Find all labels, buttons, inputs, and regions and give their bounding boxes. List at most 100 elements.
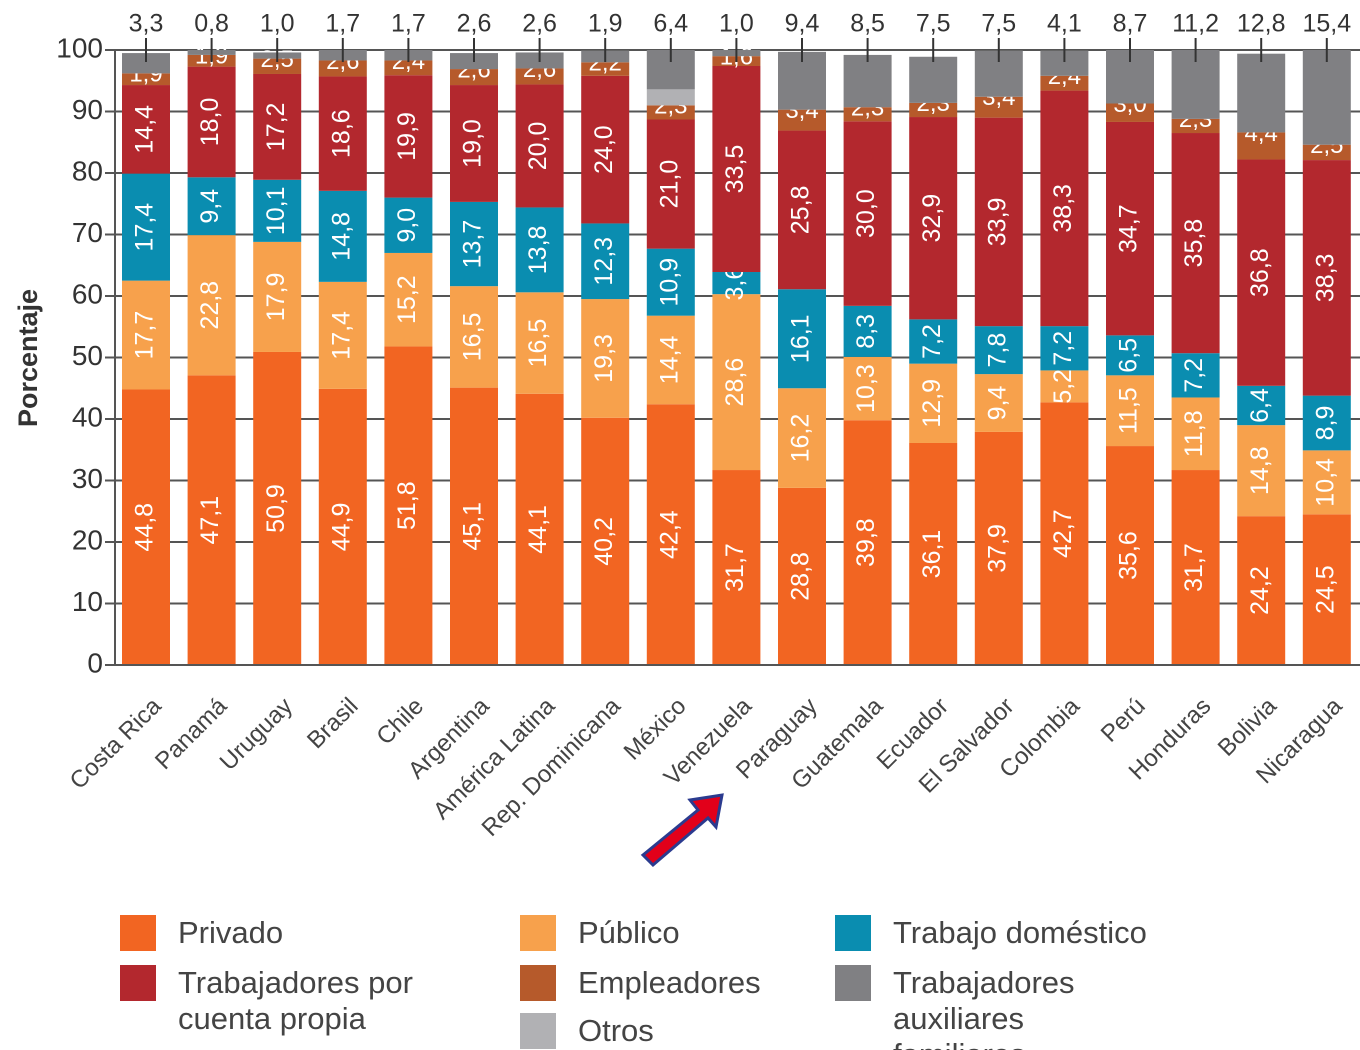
bar-segment: [1302, 450, 1351, 515]
y-tick-label: 40: [72, 401, 103, 432]
y-tick-label: 50: [72, 340, 103, 371]
top-label: 12,8: [1237, 10, 1286, 38]
bar-segment: [1040, 370, 1089, 403]
value-label: 12,9: [918, 379, 946, 428]
bar-segment: [843, 107, 892, 122]
value-label: 24,2: [1246, 566, 1274, 615]
top-label: 6,4: [653, 10, 688, 38]
value-label: 25,8: [787, 186, 815, 235]
value-label: 10,1: [262, 186, 290, 235]
x-tick-label: Perú: [1096, 693, 1151, 748]
bar-segment: [450, 286, 498, 388]
value-label: 36,1: [918, 530, 946, 579]
top-label: 11,2: [1172, 10, 1219, 38]
value-label: 42,7: [1049, 509, 1077, 558]
y-tick-label: 20: [72, 524, 103, 555]
value-label: 40,2: [590, 517, 618, 566]
bar-segment: [318, 76, 367, 191]
bar-segment: [318, 388, 367, 665]
bar-segment: [122, 389, 170, 665]
bar-segment: [253, 179, 302, 242]
value-label: 16,5: [459, 313, 487, 362]
bar-segment: [253, 241, 302, 352]
bar-segment: [843, 121, 892, 306]
bar-segment: [909, 442, 958, 665]
value-label: 35,8: [1180, 219, 1208, 268]
legend-swatch: [520, 965, 556, 1001]
bar-segment: [253, 351, 302, 665]
bar-segment: [1106, 103, 1154, 122]
bar-segment: [974, 374, 1023, 432]
bar-segment: [122, 85, 170, 174]
bar-segment: [1302, 160, 1351, 396]
bar-segment: [1237, 516, 1286, 665]
bar-segment: [581, 299, 630, 418]
value-label: 7,8: [983, 333, 1011, 368]
value-label: 44,9: [327, 503, 355, 552]
y-tick-label: 60: [72, 278, 103, 309]
bar-segment: [778, 130, 826, 290]
x-tick-label: Brasil: [302, 693, 364, 755]
top-label: 0,8: [194, 10, 229, 38]
value-label: 30,0: [852, 189, 880, 238]
value-label: 34,7: [1115, 204, 1143, 253]
bar-segment: [253, 73, 302, 180]
value-label: 7,2: [918, 324, 946, 359]
value-label: 13,7: [459, 220, 487, 269]
legend-item: Privado: [120, 915, 450, 951]
value-label: 28,8: [787, 552, 815, 601]
value-label: 7,2: [1180, 358, 1208, 393]
value-label: 32,9: [918, 194, 946, 243]
legend-label: Público: [578, 915, 680, 950]
top-label: 9,4: [785, 10, 820, 38]
value-label: 36,8: [1246, 248, 1274, 297]
top-label: 8,7: [1113, 10, 1148, 38]
bar-segment: [909, 102, 958, 118]
bar-segment: [909, 363, 958, 443]
top-label: 1,7: [391, 10, 426, 38]
value-label: 6,4: [1246, 388, 1274, 423]
bar-segment: [778, 487, 826, 665]
legend-label: Trabajadores auxiliares familiares: [893, 965, 1075, 1050]
arrow: [640, 793, 724, 868]
bar-segment: [843, 305, 892, 357]
top-label: 1,0: [260, 10, 295, 38]
value-label: 11,8: [1180, 410, 1208, 457]
legend-label: Privado: [178, 915, 284, 950]
value-label: 10,3: [852, 364, 880, 413]
value-label: 37,9: [983, 524, 1011, 573]
bar-segment: [909, 117, 958, 320]
value-label: 14,8: [327, 212, 355, 261]
value-label: 15,2: [393, 275, 421, 324]
bar-segment: [909, 56, 958, 103]
value-label: 19,3: [590, 334, 618, 383]
legend-label: Trabajadores por cuenta propia: [178, 965, 413, 1036]
legend-item: Trabajo doméstico: [835, 915, 1165, 951]
bar-segment: [1171, 133, 1220, 354]
bar-segment: [1171, 470, 1220, 665]
bar-segment: [1040, 75, 1089, 91]
top-label: 2,6: [457, 10, 492, 38]
legend-swatch: [120, 915, 156, 951]
top-label: 2,6: [522, 10, 557, 38]
bar-segment: [515, 207, 564, 293]
value-label: 51,8: [393, 481, 421, 530]
value-label: 6,5: [1115, 338, 1143, 373]
y-tick-label: 90: [72, 94, 103, 125]
y-tick-label: 100: [56, 32, 103, 63]
legend-swatch: [120, 965, 156, 1001]
value-label: 17,7: [131, 311, 159, 360]
value-label: 17,9: [262, 273, 290, 322]
bar-segment: [253, 58, 302, 74]
bar-segment: [843, 420, 892, 665]
bar-segment: [515, 292, 564, 394]
top-label: 3,3: [129, 10, 164, 38]
value-label: 14,8: [1246, 446, 1274, 495]
value-label: 24,5: [1311, 565, 1339, 614]
y-tick-label: 80: [72, 155, 103, 186]
bar-segment: [712, 65, 761, 273]
value-label: 18,6: [327, 109, 355, 158]
bar-segment: [909, 319, 958, 364]
value-label: 16,5: [524, 319, 552, 368]
value-label: 31,7: [1180, 543, 1208, 592]
